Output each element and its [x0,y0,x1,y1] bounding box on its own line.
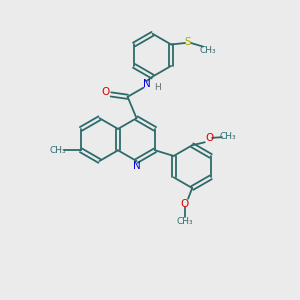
Text: O: O [180,199,188,209]
Text: CH₃: CH₃ [50,146,66,155]
Text: CH₃: CH₃ [220,132,236,141]
Text: O: O [205,133,214,143]
Text: CH₃: CH₃ [200,46,217,55]
Text: H: H [154,83,161,92]
Text: O: O [102,87,110,97]
Text: S: S [185,37,191,47]
Text: N: N [133,161,140,171]
Text: CH₃: CH₃ [176,217,193,226]
Text: N: N [143,79,151,89]
